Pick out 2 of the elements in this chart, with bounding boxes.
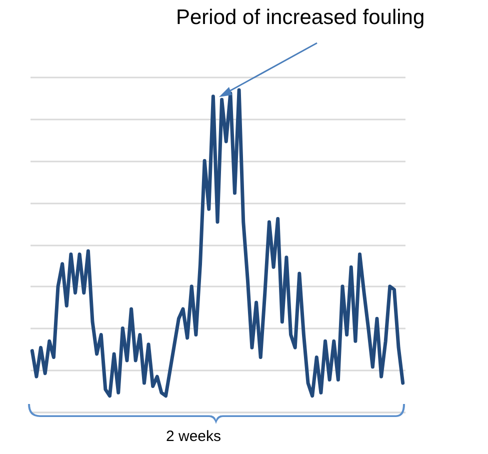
text: 2 weeks [166, 428, 222, 445]
text: Period of increased fouling [176, 6, 425, 30]
